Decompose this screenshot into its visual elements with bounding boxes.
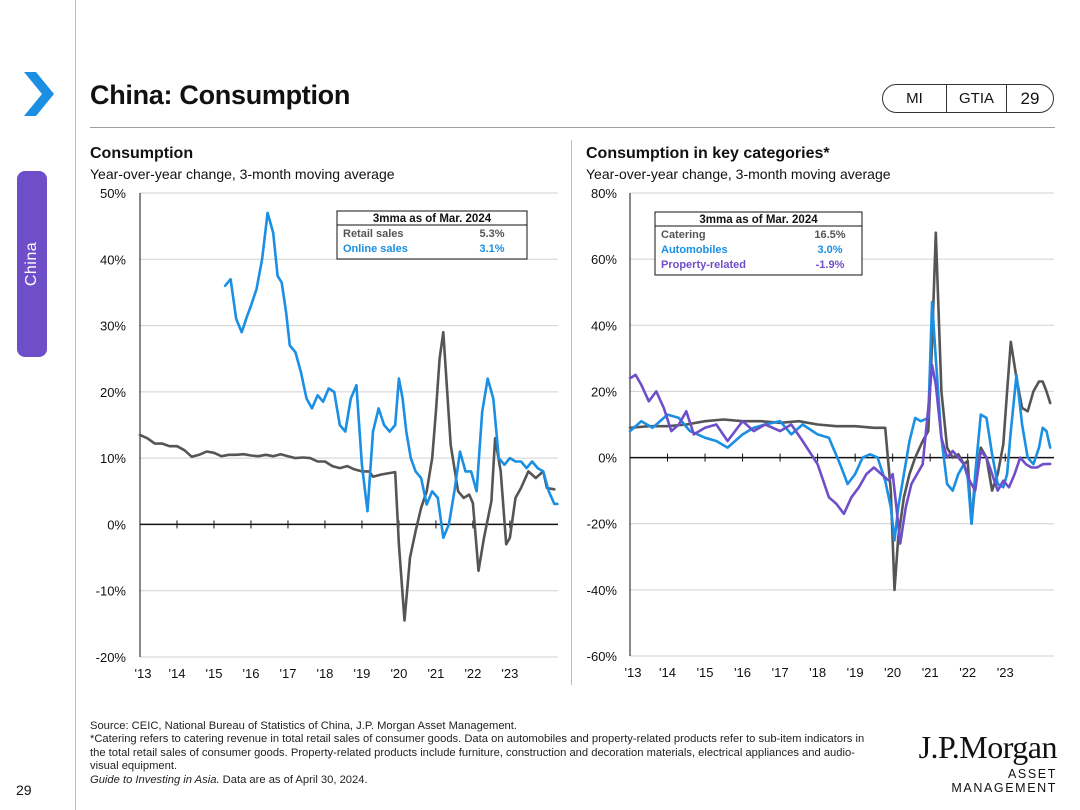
source-note: Source: CEIC, National Bureau of Statist…: [90, 720, 517, 732]
right-x-tick-label: '21: [922, 665, 939, 680]
right-y-tick-label: -60%: [587, 649, 618, 664]
left-x-tick-label: '17: [279, 666, 296, 681]
left-y-tick-label: 0%: [107, 517, 126, 532]
left-x-tick-label: '22: [464, 666, 481, 681]
right-y-tick-label: 0%: [598, 451, 617, 466]
right-legend-label: Automobiles: [661, 244, 728, 256]
right-x-tick-label: '14: [659, 665, 676, 680]
left-chart-subtitle: Year-over-year change, 3-month moving av…: [90, 166, 395, 182]
right-legend-value: -1.9%: [816, 259, 845, 271]
left-y-tick-label: 30%: [100, 319, 126, 334]
right-y-tick-label: -20%: [587, 517, 618, 532]
right-y-tick-label: -40%: [587, 583, 618, 598]
left-chart-title: Consumption: [90, 145, 194, 162]
right-chart-title: Consumption in key categories*: [586, 145, 830, 162]
chevron-right-icon: [24, 72, 54, 116]
left-legend-value: 5.3%: [479, 228, 504, 240]
right-legend-header: 3mma as of Mar. 2024: [699, 214, 818, 226]
right-x-tick-label: '19: [847, 665, 864, 680]
logo-wordmark: J.P.Morgan: [918, 729, 1058, 765]
nav-pill: MI GTIA 29: [882, 84, 1054, 113]
left-series-online-sales: [223, 211, 559, 540]
left-legend-value: 3.1%: [479, 243, 504, 255]
left-x-tick-label: '20: [390, 666, 407, 681]
left-legend-label: Retail sales: [343, 228, 404, 240]
right-legend-box: [654, 211, 863, 276]
right-x-tick-label: '15: [697, 665, 714, 680]
left-series-retail-sales: [138, 330, 556, 622]
right-legend-value: 16.5%: [814, 229, 845, 241]
section-tab[interactable]: [17, 171, 47, 357]
left-y-tick-label: 10%: [100, 451, 126, 466]
logo-subtitle: ASSET MANAGEMENT: [951, 767, 1057, 795]
left-x-tick-label: '14: [169, 666, 186, 681]
right-x-tick-label: '13: [625, 665, 642, 680]
left-y-tick-label: -20%: [96, 650, 127, 665]
guide-title: Guide to Investing in Asia.: [90, 773, 220, 786]
page-title: China: Consumption: [90, 80, 351, 110]
right-series-property-related: [628, 363, 1052, 545]
left-legend-label: Online sales: [343, 243, 408, 255]
chart-divider: [571, 140, 572, 685]
right-y-tick-label: 20%: [591, 384, 617, 399]
left-y-tick-label: 20%: [100, 385, 126, 400]
left-x-tick-label: '16: [242, 666, 259, 681]
gtia-link[interactable]: GTIA: [947, 85, 1007, 112]
mi-link[interactable]: MI: [883, 85, 947, 112]
left-x-tick-label: '19: [353, 666, 370, 681]
catering-note: *Catering refers to catering revenue in …: [90, 733, 865, 773]
footnotes: Source: CEIC, National Bureau of Statist…: [90, 720, 880, 787]
left-y-tick-label: -10%: [96, 584, 127, 599]
left-x-tick-label: '18: [316, 666, 333, 681]
right-x-tick-label: '17: [772, 665, 789, 680]
right-y-tick-label: 60%: [591, 252, 617, 267]
right-x-tick-label: '18: [809, 665, 826, 680]
right-x-tick-label: '22: [959, 665, 976, 680]
title-divider: [90, 127, 1055, 128]
right-x-tick-label: '16: [734, 665, 751, 680]
left-x-tick-label: '15: [206, 666, 223, 681]
right-series-catering: [628, 231, 1052, 592]
left-x-tick-label: '23: [501, 666, 518, 681]
guide-note: Guide to Investing in Asia. Data are as …: [90, 774, 880, 787]
left-y-tick-label: 50%: [100, 186, 126, 201]
right-legend-label: Property-related: [661, 259, 746, 271]
left-margin-rule: [75, 0, 76, 810]
guide-date: Data are as of April 30, 2024.: [219, 773, 368, 786]
left-x-tick-label: '13: [135, 666, 152, 681]
right-x-tick-label: '20: [884, 665, 901, 680]
pill-page-number: 29: [1020, 88, 1040, 108]
right-x-tick-label: '23: [997, 665, 1014, 680]
left-legend-header: 3mma as of Mar. 2024: [373, 213, 492, 225]
left-legend-box: [336, 210, 528, 260]
jpmorgan-logo: J.P.Morgan ASSET MANAGEMENT: [905, 729, 1058, 795]
right-series-automobiles: [628, 300, 1052, 542]
page-number: 29: [16, 782, 32, 798]
right-chart-subtitle: Year-over-year change, 3-month moving av…: [586, 166, 891, 182]
left-x-tick-label: '21: [427, 666, 444, 681]
left-y-tick-label: 40%: [100, 252, 126, 267]
right-y-tick-label: 80%: [591, 186, 617, 201]
right-y-tick-label: 40%: [591, 318, 617, 333]
right-legend-label: Catering: [661, 229, 706, 241]
right-legend-value: 3.0%: [817, 244, 842, 256]
